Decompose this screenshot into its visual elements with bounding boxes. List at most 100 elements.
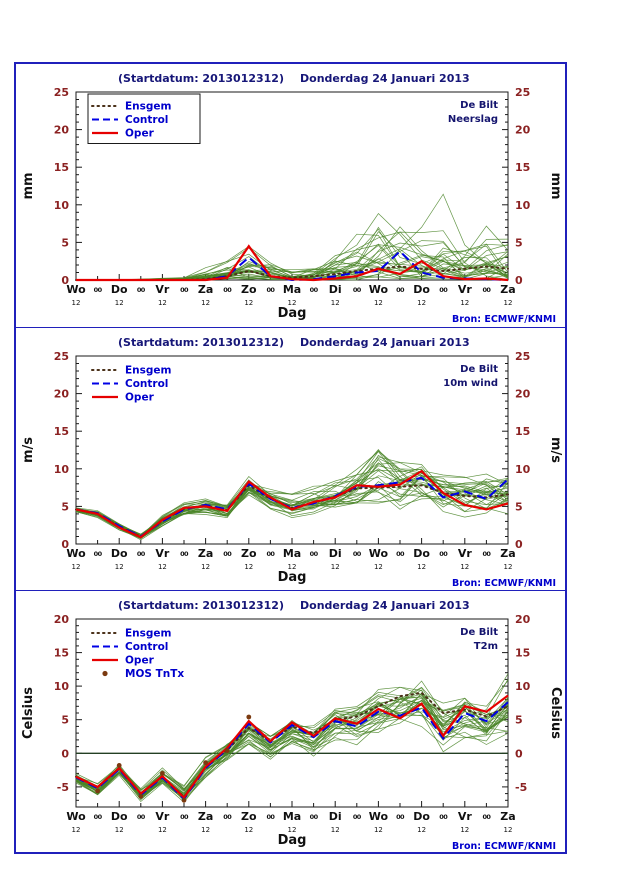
ensgem-line — [75, 483, 509, 538]
svg-text:12: 12 — [504, 826, 513, 834]
svg-text:0: 0 — [515, 747, 523, 760]
svg-text:0: 0 — [515, 274, 523, 287]
svg-text:10: 10 — [515, 680, 531, 693]
svg-text:25: 25 — [54, 350, 69, 363]
svg-text:12: 12 — [288, 299, 297, 307]
location-label: De Bilt T2m — [460, 627, 498, 652]
svg-text:00: 00 — [439, 550, 448, 558]
svg-text:20: 20 — [54, 388, 70, 401]
svg-text:00: 00 — [223, 550, 232, 558]
svg-text:12: 12 — [331, 826, 340, 834]
panel-wind: (Startdatum: 2013012312) Donderdag 24 Jan… — [16, 327, 565, 590]
svg-text:00: 00 — [266, 550, 275, 558]
svg-text:10: 10 — [515, 463, 531, 476]
svg-text:20: 20 — [515, 124, 531, 137]
svg-text:10: 10 — [54, 199, 70, 212]
svg-text:15: 15 — [54, 647, 69, 660]
svg-text:Control: Control — [125, 378, 168, 390]
svg-text:12: 12 — [504, 563, 513, 571]
svg-text:5: 5 — [515, 236, 523, 249]
svg-text:(Startdatum: 2013012312): (Startdatum: 2013012312) — [118, 336, 284, 349]
svg-text:mm: mm — [21, 172, 36, 199]
svg-text:15: 15 — [54, 425, 69, 438]
oper-line — [75, 469, 509, 539]
svg-text:Oper: Oper — [125, 128, 155, 140]
svg-text:12: 12 — [331, 563, 340, 571]
svg-text:Wo: Wo — [369, 810, 389, 823]
mos-tntx-dots — [95, 714, 252, 803]
svg-text:Celsius: Celsius — [548, 687, 563, 739]
svg-text:12: 12 — [201, 563, 210, 571]
svg-text:20: 20 — [54, 613, 70, 626]
svg-text:Zo: Zo — [241, 810, 257, 823]
svg-text:00: 00 — [137, 550, 146, 558]
svg-text:Oper: Oper — [125, 655, 155, 667]
svg-text:00: 00 — [266, 813, 275, 821]
svg-text:12: 12 — [374, 563, 383, 571]
svg-text:12: 12 — [460, 826, 469, 834]
svg-text:Wo: Wo — [66, 547, 86, 560]
svg-text:Ma: Ma — [283, 810, 301, 823]
svg-text:(Startdatum: 2013012312): (Startdatum: 2013012312) — [118, 72, 284, 85]
svg-text:T2m: T2m — [474, 641, 498, 652]
chart-title: (Startdatum: 2013012312) Donderdag 24 Jan… — [118, 72, 470, 85]
svg-text:00: 00 — [310, 813, 319, 821]
svg-text:12: 12 — [417, 299, 426, 307]
svg-text:15: 15 — [515, 647, 530, 660]
svg-text:00: 00 — [482, 286, 491, 294]
source-credit: Bron: ECMWF/KNMI — [452, 314, 556, 324]
forecast-figure: (Startdatum: 2013012312) Donderdag 24 Jan… — [14, 62, 567, 854]
svg-text:00: 00 — [180, 813, 189, 821]
svg-text:5: 5 — [61, 236, 69, 249]
svg-text:Ma: Ma — [283, 547, 301, 560]
svg-text:12: 12 — [374, 826, 383, 834]
svg-text:Oper: Oper — [125, 392, 155, 404]
chart-title: (Startdatum: 2013012312) Donderdag 24 Jan… — [118, 336, 470, 349]
svg-text:00: 00 — [482, 550, 491, 558]
svg-text:12: 12 — [460, 299, 469, 307]
svg-text:12: 12 — [417, 826, 426, 834]
ensemble-members — [75, 193, 509, 281]
svg-text:00: 00 — [137, 286, 146, 294]
svg-text:12: 12 — [244, 563, 253, 571]
svg-text:Do: Do — [413, 810, 430, 823]
svg-text:12: 12 — [201, 826, 210, 834]
svg-text:12: 12 — [158, 299, 167, 307]
x-axis-caption: Dag — [278, 306, 307, 321]
svg-text:MOS TnTx: MOS TnTx — [125, 668, 184, 680]
svg-text:5: 5 — [61, 714, 69, 727]
svg-text:Vr: Vr — [155, 283, 170, 296]
svg-text:00: 00 — [180, 286, 189, 294]
ensemble-members — [75, 449, 509, 541]
svg-text:Ensgem: Ensgem — [125, 628, 172, 640]
svg-text:De Bilt: De Bilt — [460, 100, 498, 111]
svg-text:Vr: Vr — [458, 283, 473, 296]
svg-text:Wo: Wo — [66, 283, 86, 296]
svg-text:12: 12 — [288, 563, 297, 571]
svg-text:5: 5 — [61, 500, 69, 513]
svg-text:Control: Control — [125, 114, 168, 126]
svg-text:Control: Control — [125, 641, 168, 653]
svg-text:Wo: Wo — [66, 810, 86, 823]
svg-text:Vr: Vr — [458, 810, 473, 823]
svg-text:Zo: Zo — [241, 547, 257, 560]
svg-text:m/s: m/s — [21, 437, 36, 463]
chart-svg-0: (Startdatum: 2013012312) Donderdag 24 Jan… — [21, 72, 563, 324]
svg-text:Wo: Wo — [369, 547, 389, 560]
svg-text:25: 25 — [54, 86, 69, 99]
svg-text:12: 12 — [158, 563, 167, 571]
svg-text:Do: Do — [111, 810, 128, 823]
svg-text:12: 12 — [158, 826, 167, 834]
svg-text:Ensgem: Ensgem — [125, 101, 172, 113]
svg-text:Donderdag 24 Januari 2013: Donderdag 24 Januari 2013 — [300, 599, 470, 612]
control-line — [75, 701, 509, 801]
svg-text:00: 00 — [223, 286, 232, 294]
svg-text:00: 00 — [439, 813, 448, 821]
svg-text:Vr: Vr — [155, 547, 170, 560]
svg-text:12: 12 — [201, 299, 210, 307]
svg-text:00: 00 — [353, 550, 362, 558]
